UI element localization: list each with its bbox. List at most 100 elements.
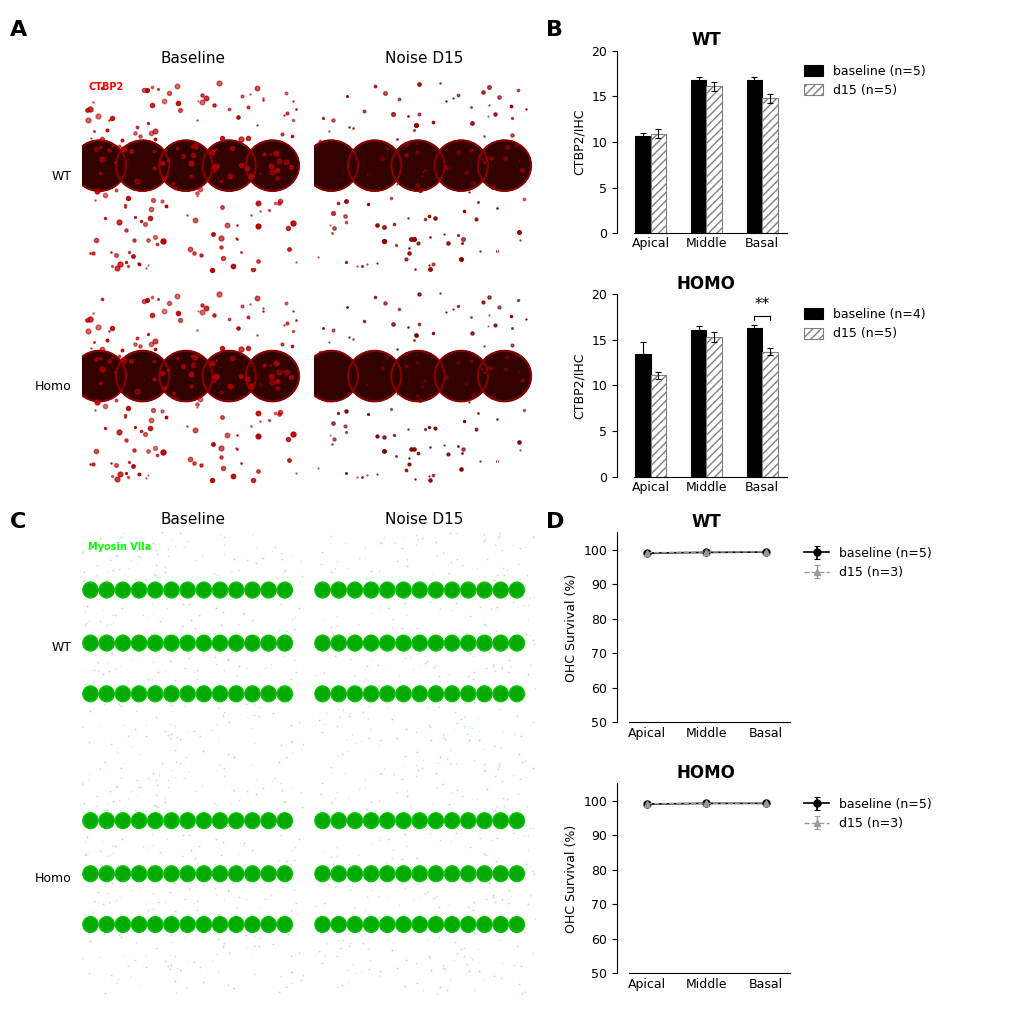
Circle shape <box>99 813 114 828</box>
Bar <box>690 330 705 477</box>
Circle shape <box>508 582 524 598</box>
Circle shape <box>379 813 394 828</box>
Bar <box>634 354 650 477</box>
Circle shape <box>212 582 227 598</box>
Circle shape <box>245 917 260 932</box>
Circle shape <box>379 582 394 598</box>
Circle shape <box>477 140 531 191</box>
Circle shape <box>115 917 130 932</box>
Circle shape <box>164 917 178 932</box>
Circle shape <box>412 582 427 598</box>
Circle shape <box>148 635 163 651</box>
Circle shape <box>131 866 147 881</box>
Circle shape <box>363 686 378 702</box>
Circle shape <box>492 866 507 881</box>
Circle shape <box>116 351 169 402</box>
Circle shape <box>196 686 211 702</box>
Circle shape <box>461 686 475 702</box>
Circle shape <box>212 686 227 702</box>
Circle shape <box>83 686 98 702</box>
Circle shape <box>331 686 345 702</box>
Circle shape <box>99 686 114 702</box>
Circle shape <box>277 686 292 702</box>
Circle shape <box>212 866 227 881</box>
Bar <box>634 136 650 233</box>
Legend: baseline (n=5), d15 (n=3): baseline (n=5), d15 (n=3) <box>799 793 936 836</box>
Circle shape <box>508 635 524 651</box>
Circle shape <box>363 813 378 828</box>
Circle shape <box>203 140 256 191</box>
Text: 20 μm: 20 μm <box>244 729 270 737</box>
Bar <box>746 80 761 233</box>
Text: Homo: Homo <box>35 872 71 885</box>
Circle shape <box>363 866 378 881</box>
Circle shape <box>508 866 524 881</box>
Legend: baseline (n=4), d15 (n=5): baseline (n=4), d15 (n=5) <box>799 303 929 346</box>
Circle shape <box>83 917 98 932</box>
Circle shape <box>164 635 178 651</box>
Circle shape <box>115 582 130 598</box>
Circle shape <box>379 635 394 651</box>
Circle shape <box>277 635 292 651</box>
Circle shape <box>395 866 411 881</box>
Text: WT: WT <box>51 641 71 654</box>
Circle shape <box>305 140 358 191</box>
Circle shape <box>395 582 411 598</box>
Circle shape <box>412 686 427 702</box>
Circle shape <box>261 635 276 651</box>
Circle shape <box>148 813 163 828</box>
Circle shape <box>228 686 244 702</box>
Text: Myosin VIIa: Myosin VIIa <box>89 541 152 552</box>
Circle shape <box>180 813 195 828</box>
Circle shape <box>395 813 411 828</box>
Circle shape <box>83 813 98 828</box>
Y-axis label: CTBP2/IHC: CTBP2/IHC <box>573 352 585 419</box>
Text: 5 μm: 5 μm <box>251 457 272 466</box>
Circle shape <box>508 917 524 932</box>
Circle shape <box>434 140 487 191</box>
Circle shape <box>131 635 147 651</box>
Title: WT: WT <box>691 513 720 530</box>
Circle shape <box>261 813 276 828</box>
Text: 20 μm: 20 μm <box>475 959 501 968</box>
Text: A: A <box>10 20 28 41</box>
Circle shape <box>444 917 460 932</box>
Circle shape <box>277 582 292 598</box>
Circle shape <box>347 917 362 932</box>
Circle shape <box>180 866 195 881</box>
Circle shape <box>115 813 130 828</box>
Circle shape <box>72 140 126 191</box>
Circle shape <box>148 866 163 881</box>
Circle shape <box>99 635 114 651</box>
Circle shape <box>477 813 491 828</box>
Circle shape <box>164 686 178 702</box>
Circle shape <box>379 917 394 932</box>
Circle shape <box>331 866 345 881</box>
Circle shape <box>131 813 147 828</box>
Circle shape <box>212 813 227 828</box>
Circle shape <box>347 813 362 828</box>
Circle shape <box>379 686 394 702</box>
Circle shape <box>196 917 211 932</box>
Text: B: B <box>545 20 562 41</box>
Circle shape <box>115 866 130 881</box>
Circle shape <box>315 866 330 881</box>
Circle shape <box>477 351 531 402</box>
Circle shape <box>331 813 345 828</box>
Circle shape <box>444 813 460 828</box>
Circle shape <box>83 866 98 881</box>
Circle shape <box>115 686 130 702</box>
Circle shape <box>228 813 244 828</box>
Circle shape <box>261 582 276 598</box>
Title: WT: WT <box>691 31 720 49</box>
Circle shape <box>228 866 244 881</box>
Circle shape <box>99 582 114 598</box>
Circle shape <box>315 635 330 651</box>
Circle shape <box>363 582 378 598</box>
Circle shape <box>277 917 292 932</box>
Circle shape <box>331 917 345 932</box>
Circle shape <box>245 582 260 598</box>
Circle shape <box>196 582 211 598</box>
Circle shape <box>444 635 460 651</box>
Text: Baseline: Baseline <box>160 51 225 66</box>
